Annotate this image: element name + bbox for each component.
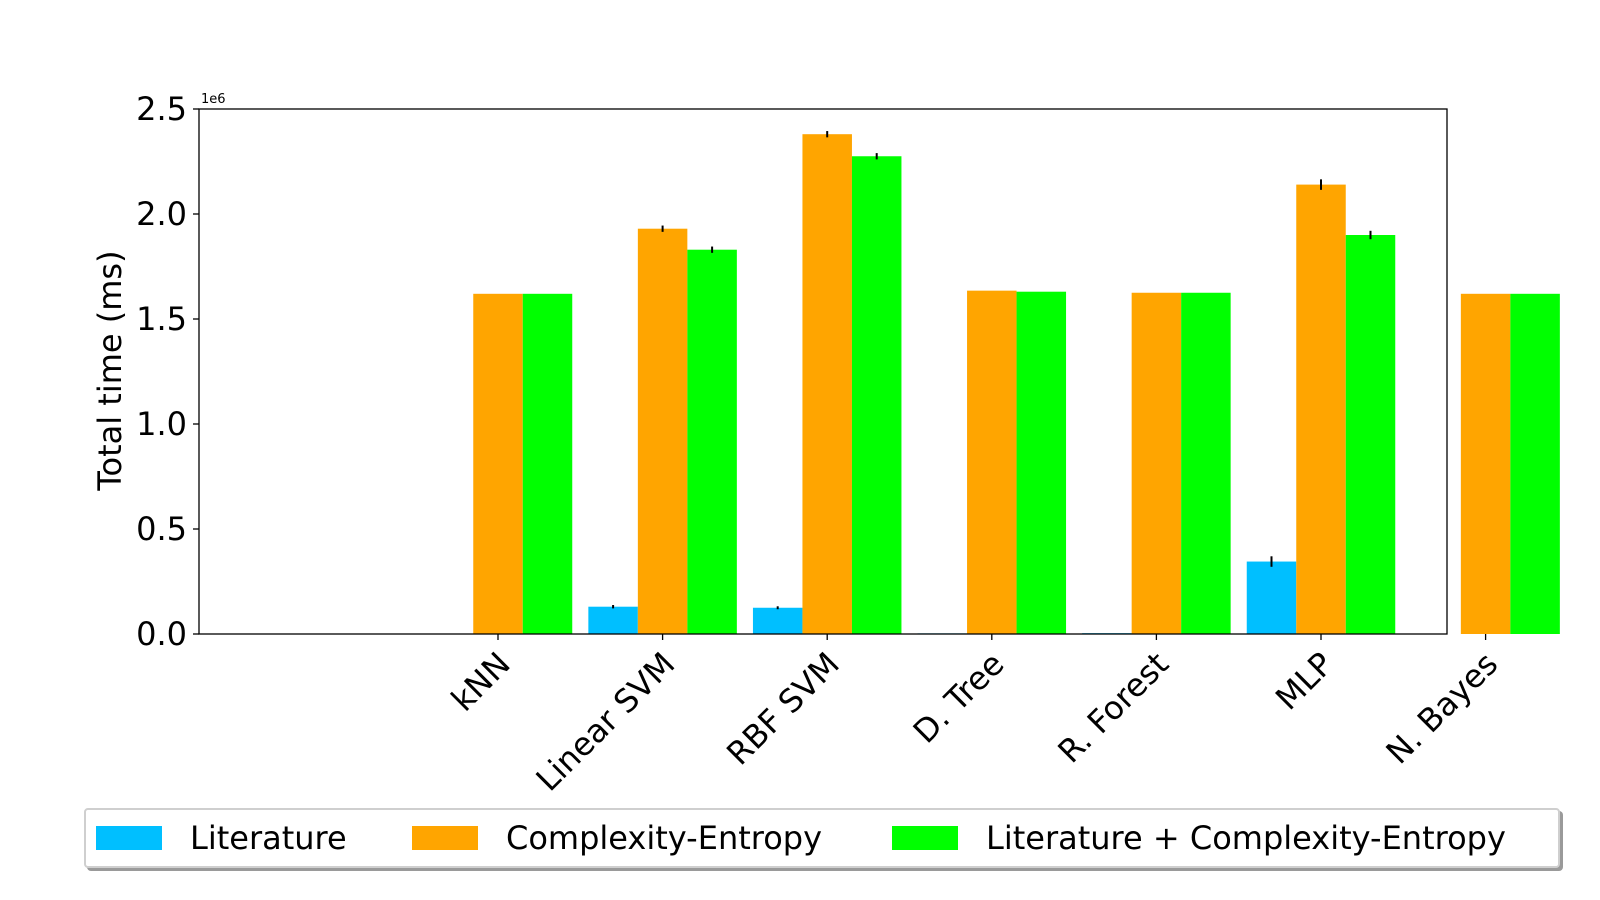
- bar-complexity-entropy-linear-svm: [637, 228, 688, 634]
- x-tick-label-d-tree: D. Tree: [906, 645, 1012, 751]
- x-tick-label-mlp: MLP: [1268, 645, 1341, 718]
- bar-literature-complexity-entropy-mlp: [1345, 235, 1396, 634]
- x-tick-label-linear-svm: Linear SVM: [529, 645, 683, 799]
- x-tick-label-rbf-svm: RBF SVM: [719, 645, 847, 773]
- legend-label-literature: Literature: [190, 819, 347, 857]
- error-bars-group: [612, 131, 1372, 610]
- bar-literature-complexity-entropy-linear-svm: [687, 249, 737, 634]
- chart-legend: Literature Complexity-Entropy Literature…: [84, 808, 1560, 868]
- legend-item-literature: Literature: [96, 810, 347, 866]
- bar-complexity-entropy-r-forest: [1131, 292, 1182, 634]
- x-tick-label-knn: kNN: [444, 645, 518, 719]
- plot-area-frame: [198, 108, 1448, 635]
- bar-literature-rbf-svm: [752, 607, 803, 634]
- y-tick-label: 2.5: [136, 90, 187, 128]
- x-tick-label-r-forest: R. Forest: [1050, 645, 1176, 771]
- legend-item-complexity-entropy: Complexity-Entropy: [412, 810, 822, 866]
- bar-literature-complexity-entropy-n-bayes: [1510, 293, 1560, 634]
- bar-complexity-entropy-mlp: [1296, 184, 1346, 634]
- legend-swatch-literature-plus-complexity-entropy: [892, 826, 958, 850]
- bar-complexity-entropy-rbf-svm: [802, 134, 852, 634]
- y-axis-label: Total time (ms): [91, 250, 129, 491]
- y-tick-label: 0.5: [136, 510, 187, 548]
- bar-complexity-entropy-knn: [473, 293, 523, 634]
- y-tick-label: 0.0: [136, 615, 187, 653]
- legend-label-complexity-entropy: Complexity-Entropy: [506, 819, 823, 857]
- y-axis-offset-label: 1e6: [201, 92, 226, 107]
- bars-group: [473, 134, 1560, 634]
- y-axis: 0.0 0.5 1.0 1.5 2.0 2.5: [136, 90, 199, 653]
- x-tick-label-n-bayes: N. Bayes: [1379, 645, 1506, 772]
- legend-swatch-literature: [96, 826, 162, 850]
- bar-complexity-entropy-d-tree: [967, 290, 1017, 634]
- legend-label-literature-plus-complexity-entropy: Literature + Complexity-Entropy: [986, 819, 1506, 857]
- legend-swatch-complexity-entropy: [412, 826, 478, 850]
- bar-literature-complexity-entropy-rbf-svm: [851, 156, 902, 634]
- y-tick-label: 1.5: [136, 300, 187, 338]
- bar-literature-complexity-entropy-d-tree: [1016, 291, 1067, 634]
- y-tick-label: 1.0: [136, 405, 187, 443]
- bar-literature-complexity-entropy-knn: [522, 293, 573, 634]
- y-tick-label: 2.0: [136, 195, 187, 233]
- bar-literature-linear-svm: [588, 606, 638, 634]
- bar-complexity-entropy-n-bayes: [1460, 293, 1511, 634]
- bar-literature-complexity-entropy-r-forest: [1181, 292, 1231, 634]
- bar-literature-mlp: [1246, 561, 1297, 634]
- legend-item-literature-plus-complexity-entropy: Literature + Complexity-Entropy: [892, 810, 1506, 866]
- x-axis: kNN Linear SVM RBF SVM D. Tree R. Forest MLP N…: [444, 634, 1505, 799]
